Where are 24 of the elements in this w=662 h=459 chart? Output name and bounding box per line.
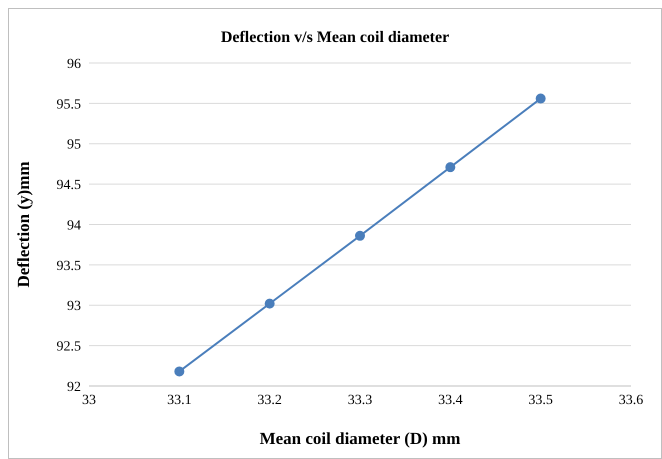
y-tick-label: 92	[67, 380, 81, 395]
point	[264, 298, 275, 309]
y-axis-title: Deflection (y)mm	[14, 161, 34, 288]
point	[445, 162, 456, 172]
x-tick-label: 33.3	[348, 392, 372, 408]
x-tick-label: 33.5	[528, 392, 553, 408]
y-tick-label: 93.5	[56, 258, 81, 274]
y-tick-label: 94	[67, 218, 81, 234]
x-tick-label: 33.4	[438, 392, 463, 408]
y-tick-label: 92.5	[56, 340, 81, 355]
x-tick-label: 33	[82, 392, 96, 408]
x-tick-label: 33.1	[167, 392, 192, 408]
y-tick-label: 94.5	[56, 178, 81, 194]
y-tick-label: 95	[67, 138, 81, 153]
point	[174, 366, 184, 376]
y-tick-label: 93	[67, 299, 81, 314]
point	[536, 94, 546, 104]
y-tick-label: 96	[67, 56, 81, 72]
x-axis-title: Mean coil diameter (D) mm	[260, 429, 460, 448]
x-tick-label: 33.2	[257, 392, 282, 408]
chart-title: Deflection v/s Mean coil diameter	[220, 29, 450, 47]
point	[355, 230, 365, 241]
x-tick-label: 33.6	[618, 392, 644, 408]
y-tick-label: 95.5	[56, 97, 81, 112]
